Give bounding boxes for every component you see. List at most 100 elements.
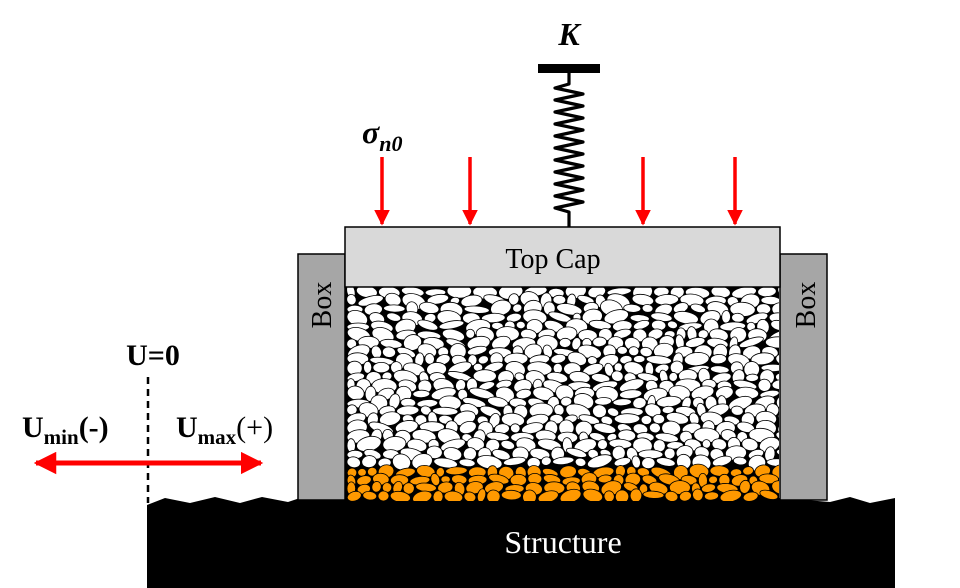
white-particle [604, 362, 614, 377]
white-particle [652, 413, 666, 425]
white-particle [701, 439, 711, 449]
white-particle [639, 346, 653, 358]
top-cap [344, 226, 781, 288]
orange-particle [642, 490, 665, 499]
white-particle [611, 370, 624, 382]
white-particle [632, 320, 650, 330]
u-max-label: Umax(+) [176, 411, 273, 449]
orange-particle [377, 490, 390, 501]
white-particle [558, 337, 572, 348]
white-particle [465, 328, 476, 339]
orange-particle [371, 481, 382, 493]
structure-block [147, 497, 895, 588]
orange-particle [636, 467, 650, 477]
white-particle [593, 422, 617, 434]
white-particle [777, 410, 779, 428]
white-particle [521, 422, 544, 435]
white-particle [776, 448, 779, 457]
white-particle [577, 294, 595, 305]
white-particle [710, 365, 730, 374]
white-particle [710, 353, 727, 365]
white-particle [515, 320, 526, 330]
white-particle [733, 456, 748, 466]
orange-particle [709, 465, 730, 477]
white-particle [750, 352, 775, 366]
orange-particle [664, 490, 679, 501]
white-particle [760, 295, 779, 306]
white-particle [641, 304, 654, 313]
white-particle [426, 293, 450, 305]
white-particle [775, 431, 779, 444]
white-particle [775, 353, 779, 368]
white-particle [613, 362, 623, 373]
white-particle [648, 422, 661, 434]
white-particle [770, 319, 779, 331]
white-particle [510, 423, 521, 434]
orange-particle [629, 488, 643, 501]
white-particle [741, 437, 759, 452]
white-particle [588, 319, 612, 330]
white-particle [386, 312, 402, 322]
orange-particle [486, 489, 501, 501]
white-particle [771, 379, 779, 390]
orange-particle [559, 488, 582, 501]
white-particle [512, 303, 523, 313]
orange-particle [443, 490, 464, 501]
white-particle [775, 372, 779, 384]
white-particle [346, 456, 361, 469]
box-left-label: Box [307, 282, 338, 329]
white-particle [632, 397, 647, 409]
white-particle [745, 373, 759, 382]
white-particle [508, 293, 520, 306]
white-particle [673, 310, 699, 325]
white-particle [623, 303, 642, 313]
u-min-sub: min [44, 425, 79, 449]
white-particle [655, 457, 676, 467]
orange-particle [704, 491, 719, 501]
white-particle [574, 457, 587, 467]
white-particle [690, 385, 715, 401]
orange-particle [719, 489, 742, 501]
white-particle [631, 293, 655, 306]
u-max-sub: max [198, 425, 237, 449]
orange-particle [742, 466, 754, 476]
white-particle [346, 293, 357, 306]
white-particle [552, 456, 575, 466]
white-particle [644, 403, 662, 418]
orange-particle [463, 491, 477, 501]
spring [553, 73, 585, 227]
orange-particle [759, 489, 779, 500]
orange-particle [771, 464, 779, 479]
white-particle [607, 407, 620, 417]
white-particle [776, 395, 779, 410]
white-particle [372, 361, 391, 374]
white-particle [592, 404, 607, 419]
white-particle [383, 304, 406, 313]
white-particle [506, 312, 522, 323]
white-particle [392, 453, 411, 471]
white-particle [641, 457, 656, 470]
white-particle [560, 396, 573, 407]
normal-stress-subscript: n0 [379, 131, 402, 156]
white-particle [730, 405, 744, 416]
white-particle [433, 457, 458, 469]
white-particle [612, 398, 632, 407]
orange-particle [708, 475, 718, 484]
orange-particle [679, 490, 692, 501]
white-particle [613, 413, 641, 425]
white-particle [500, 439, 515, 450]
orange-particle [603, 490, 615, 501]
orange-particle [389, 490, 411, 501]
white-particle [777, 287, 779, 300]
white-particle [613, 457, 631, 467]
orange-particle [739, 479, 751, 494]
u-min-main: U [22, 411, 44, 444]
u-max-sign: (+) [236, 411, 273, 444]
orange-particle [758, 473, 779, 485]
top-cap-label: Top Cap [505, 244, 600, 275]
white-particle [690, 303, 706, 314]
orange-particle [742, 491, 759, 501]
white-particle [565, 447, 588, 458]
structure-label: Structure [504, 524, 621, 560]
